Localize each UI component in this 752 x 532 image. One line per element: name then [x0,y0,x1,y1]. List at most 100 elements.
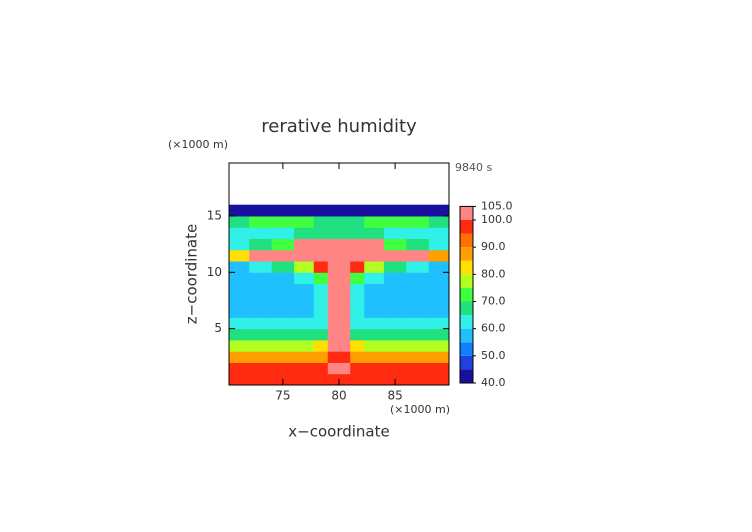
contour-cell [350,362,365,375]
y-tick-label: 5 [214,321,222,335]
contour-cell [428,261,449,273]
colorbar-segment [460,369,473,383]
contour-cell [229,283,250,296]
contour-cell [327,328,340,341]
contour-cell [229,227,250,240]
contour-cell [249,317,273,330]
contour-cell [406,238,430,251]
chart-title: rerative humidity [261,116,417,137]
contour-cell [271,249,295,262]
contour-cell [294,227,315,240]
colorbar-segment [460,301,473,316]
contour-cell [383,339,407,352]
contour-cell [313,283,329,296]
contour-cell [350,204,365,217]
contour-cell [249,227,273,240]
y-unit: (×1000 m) [168,138,228,151]
contour-cell [339,328,351,341]
contour-cell [339,249,351,262]
contour-cell [249,351,273,363]
contour-cell [406,362,430,375]
contour-field [229,204,449,385]
contour-cell [229,294,250,307]
contour-cell [339,272,351,285]
contour-cell [249,306,273,318]
contour-cell [271,272,295,285]
contour-cell [364,351,385,363]
contour-cell [339,215,351,228]
contour-cell [364,362,385,375]
x-tick-label: 85 [387,389,402,403]
contour-cell [428,204,449,217]
contour-cell [229,204,250,217]
contour-cell [350,373,365,385]
colorbar-tick-label: 60.0 [481,322,506,335]
contour-cell [271,261,295,273]
contour-cell [406,204,430,217]
contour-cell [350,261,365,273]
contour-cell [364,294,385,307]
contour-cell [428,283,449,296]
contour-cell [294,351,315,363]
contour-cell [406,317,430,330]
contour-cell [294,317,315,330]
contour-cell [271,294,295,307]
contour-cell [229,362,250,375]
contour-cell [428,215,449,228]
contour-cell [339,283,351,296]
contour-cell [229,306,250,318]
colorbar-segment [460,233,473,248]
contour-cell [350,317,365,330]
contour-cell [406,215,430,228]
contour-cell [406,328,430,341]
contour-cell [383,272,407,285]
contour-cell [383,238,407,251]
contour-cell [249,249,273,262]
contour-cell [383,306,407,318]
contour-cell [294,362,315,375]
contour-cell [327,306,340,318]
contour-cell [313,238,329,251]
colorbar-segment [460,220,473,234]
contour-cell [364,261,385,273]
contour-cell [271,204,295,217]
contour-cell [271,328,295,341]
contour-cell [406,249,430,262]
contour-cell [406,261,430,273]
contour-cell [364,306,385,318]
contour-cell [327,283,340,296]
contour-cell [383,249,407,262]
contour-cell [327,294,340,307]
contour-cell [383,227,407,240]
contour-cell [294,261,315,273]
contour-cell [313,272,329,285]
contour-cell [327,227,340,240]
colorbar-tick-label: 105.0 [481,199,513,212]
contour-cell [428,227,449,240]
contour-cell [339,261,351,273]
contour-cell [428,339,449,352]
contour-cell [271,215,295,228]
contour-cell [364,283,385,296]
colorbar-tick-label: 80.0 [481,267,506,280]
contour-cell [249,373,273,385]
contour-cell [428,272,449,285]
y-axis-label: z−coordinate [183,224,201,324]
contour-cell [327,204,340,217]
contour-cell [364,249,385,262]
contour-cell [271,362,295,375]
contour-cell [229,261,250,273]
contour-cell [364,272,385,285]
contour-cell [229,249,250,262]
contour-cell [327,272,340,285]
contour-cell [383,351,407,363]
colorbar-tick-label: 70.0 [481,295,506,308]
colorbar-frame [459,205,474,384]
contour-cell [294,238,315,251]
contour-cell [339,339,351,352]
contour-cell [428,328,449,341]
x-tick-label: 80 [331,389,346,403]
contour-cell [249,261,273,273]
contour-cell [294,373,315,385]
contour-cell [229,339,250,352]
